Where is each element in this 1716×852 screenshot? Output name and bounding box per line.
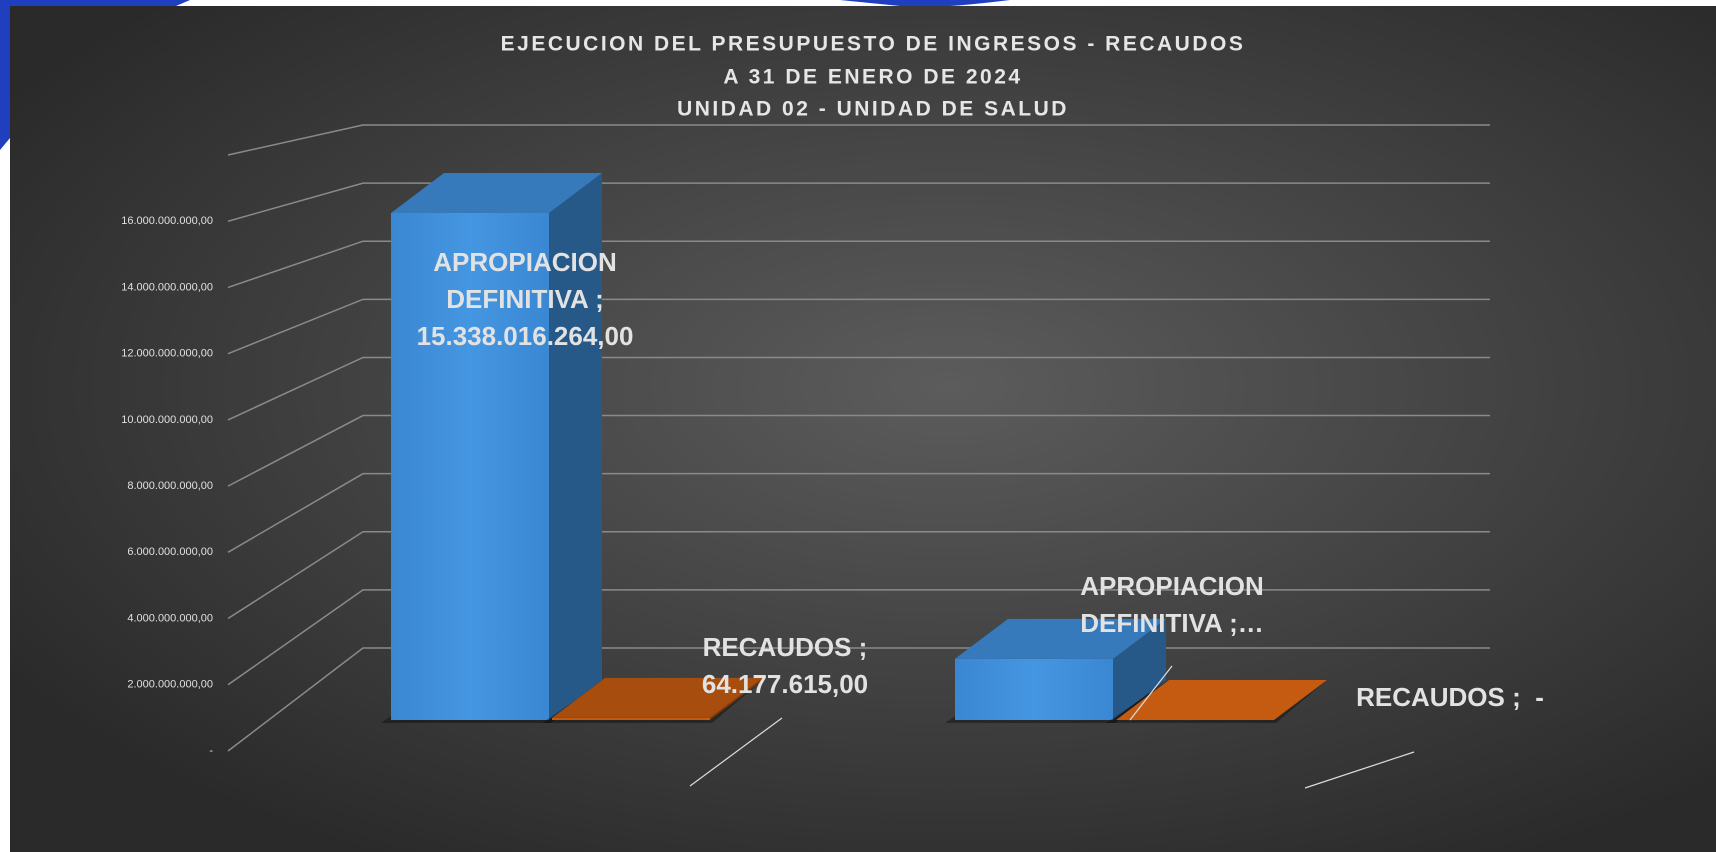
bar-front — [391, 212, 549, 720]
label-name: RECAUDOS — [1356, 682, 1505, 712]
bar-side — [549, 172, 602, 720]
label-separator: ; — [1229, 608, 1238, 638]
grid-line — [227, 298, 1490, 355]
y-tick-label: - — [209, 745, 213, 757]
grid-line — [227, 414, 1490, 487]
corner-decoration — [840, 0, 1010, 8]
y-tick-label: 8.000.000.000,00 — [127, 480, 213, 492]
chart-background — [10, 6, 1716, 852]
label-value: - — [1535, 682, 1544, 712]
grid-line — [227, 589, 1490, 686]
bar-top — [552, 677, 763, 718]
y-tick-label: 6.000.000.000,00 — [127, 546, 213, 558]
y-tick-label: 4.000.000.000,00 — [127, 612, 213, 624]
leader-line — [1304, 751, 1415, 789]
data-label: RECAUDOS ; 64.177.615,00 — [665, 629, 905, 703]
grid-line — [227, 182, 1490, 222]
bar-top — [391, 172, 602, 213]
chart-title: EJECUCION DEL PRESUPUESTO DE INGRESOS - … — [501, 33, 1246, 56]
y-tick-label: 12.000.000.000,00 — [121, 348, 213, 360]
grid-line — [227, 472, 1490, 553]
grid-line — [227, 240, 1490, 289]
bar-top — [1116, 680, 1327, 720]
leader-line — [1129, 665, 1173, 721]
grid-line — [227, 124, 1490, 156]
label-separator: ; — [595, 284, 604, 314]
y-tick-label: 10.000.000.000,00 — [121, 414, 213, 426]
bar-side — [1113, 618, 1166, 720]
label-name: APROPIACION DEFINITIVA — [1080, 571, 1264, 638]
chart-title: UNIDAD 02 - UNIDAD DE SALUD — [677, 98, 1069, 121]
leader-line — [689, 717, 783, 787]
label-value: 15.338.016.264,00 — [416, 321, 634, 351]
bar-front — [955, 658, 1113, 720]
bar-side — [710, 677, 763, 720]
grid-line — [227, 356, 1490, 421]
bar-top — [955, 618, 1166, 659]
label-name: RECAUDOS — [702, 632, 852, 662]
label-value: … — [1237, 608, 1264, 638]
label-value: 64.177.615,00 — [701, 669, 869, 699]
y-tick-label: 14.000.000.000,00 — [121, 281, 213, 293]
data-label: APROPIACION DEFINITIVA ; 15.338.016.264,… — [395, 244, 655, 355]
data-label: RECAUDOS ; - — [1290, 679, 1610, 716]
label-name: APROPIACION DEFINITIVA — [433, 247, 617, 314]
data-label: APROPIACION DEFINITIVA ;… — [1052, 568, 1292, 642]
y-tick-label: 16.000.000.000,00 — [121, 215, 213, 227]
grid-line — [227, 531, 1490, 620]
bar-front — [552, 717, 710, 720]
y-tick-label: 2.000.000.000,00 — [127, 679, 213, 691]
label-separator: ; — [1512, 682, 1521, 712]
label-separator: ; — [858, 632, 868, 662]
chart-title: A 31 DE ENERO DE 2024 — [723, 66, 1022, 89]
